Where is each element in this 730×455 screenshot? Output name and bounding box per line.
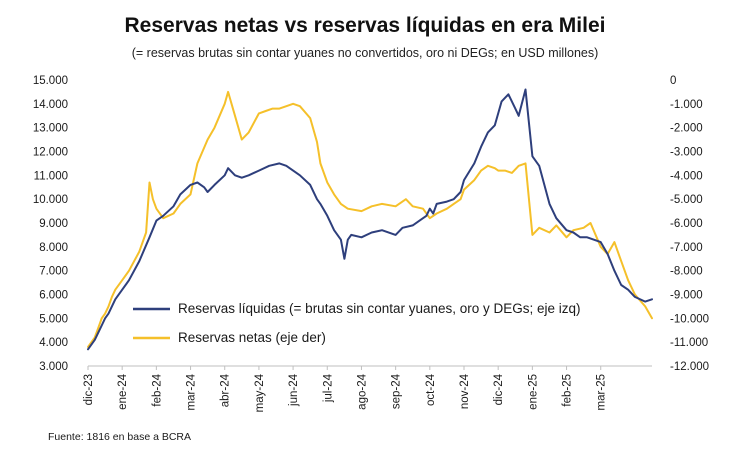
chart-subtitle: (= reservas brutas sin contar yuanes no … <box>131 46 599 60</box>
y-left-tick-label: 3.000 <box>39 361 68 373</box>
y-right-tick-label: -8.000 <box>670 266 703 278</box>
y-right-tick-label: -6.000 <box>670 218 703 230</box>
x-tick-label: jun-24 <box>288 373 300 407</box>
y-right-tick-label: -2.000 <box>670 123 703 135</box>
y-axis-left: 3.000 4.000 5.000 6.000 7.000 8.000 9.000 10.00… <box>33 75 68 373</box>
x-axis: dic-23 ene-24 feb-24 mar-24 abr-24 may-24 jun-… <box>83 365 652 412</box>
x-tick-label: mar-24 <box>186 373 198 410</box>
series-line-reservas-liquidas <box>87 88 653 351</box>
x-tick-label: ago-24 <box>356 373 368 409</box>
y-left-tick-label: 4.000 <box>39 337 68 349</box>
x-tick-label: sep-24 <box>391 373 403 409</box>
y-left-tick-label: 15.000 <box>33 75 68 87</box>
y-right-tick-label: -7.000 <box>670 242 703 254</box>
y-right-tick-label: -11.000 <box>670 337 708 349</box>
y-left-tick-label: 10.000 <box>33 194 68 206</box>
x-tick-label: nov-24 <box>459 373 471 409</box>
y-left-tick-label: 7.000 <box>39 266 68 278</box>
x-tick-label: mar-25 <box>596 374 608 410</box>
y-right-tick-label: -9.000 <box>670 290 703 302</box>
x-tick-label: ene-24 <box>117 373 129 409</box>
y-right-tick-label: -12.000 <box>670 361 709 373</box>
y-right-tick-label: -4.000 <box>670 170 703 182</box>
x-tick-label: jul-24 <box>322 373 334 403</box>
y-left-tick-label: 13.000 <box>33 123 68 135</box>
x-tick-label: oct-24 <box>425 373 437 406</box>
y-left-tick-label: 6.000 <box>39 290 68 302</box>
y-left-tick-label: 5.000 <box>39 313 68 325</box>
legend-label: Reservas líquidas (= brutas sin contar y… <box>178 301 581 316</box>
x-tick-label: feb-25 <box>562 374 574 407</box>
y-right-tick-label: 0 <box>670 75 676 87</box>
chart-title: Reservas netas vs reservas líquidas en e… <box>124 14 606 37</box>
x-tick-label: may-24 <box>254 373 266 412</box>
y-left-tick-label: 12.000 <box>33 147 68 159</box>
y-axis-right: -12.000 -11.000 -10.000 -9.000 -8.000 -7.000 -… <box>670 75 709 373</box>
x-tick-label: feb-24 <box>151 373 163 406</box>
legend: Reservas líquidas (= brutas sin contar y… <box>133 301 581 345</box>
y-left-tick-label: 14.000 <box>33 99 68 111</box>
x-tick-label: ene-25 <box>527 374 539 410</box>
y-left-tick-label: 8.000 <box>39 242 68 254</box>
y-right-tick-label: -5.000 <box>670 194 703 206</box>
source-note: Fuente: 1816 en base a BCRA <box>48 431 192 443</box>
x-tick-label: dic-24 <box>493 373 505 405</box>
series-group <box>87 88 653 351</box>
y-left-tick-label: 11.000 <box>34 170 68 182</box>
y-right-tick-label: -10.000 <box>670 313 709 325</box>
x-tick-label: dic-23 <box>83 374 95 405</box>
y-right-tick-label: -1.000 <box>670 99 703 111</box>
legend-label: Reservas netas (eje der) <box>178 330 326 345</box>
x-tick-label: abr-24 <box>220 373 232 407</box>
series-line-reservas-netas <box>87 90 653 348</box>
y-right-tick-label: -3.000 <box>670 147 703 159</box>
y-left-tick-label: 9.000 <box>39 218 68 230</box>
